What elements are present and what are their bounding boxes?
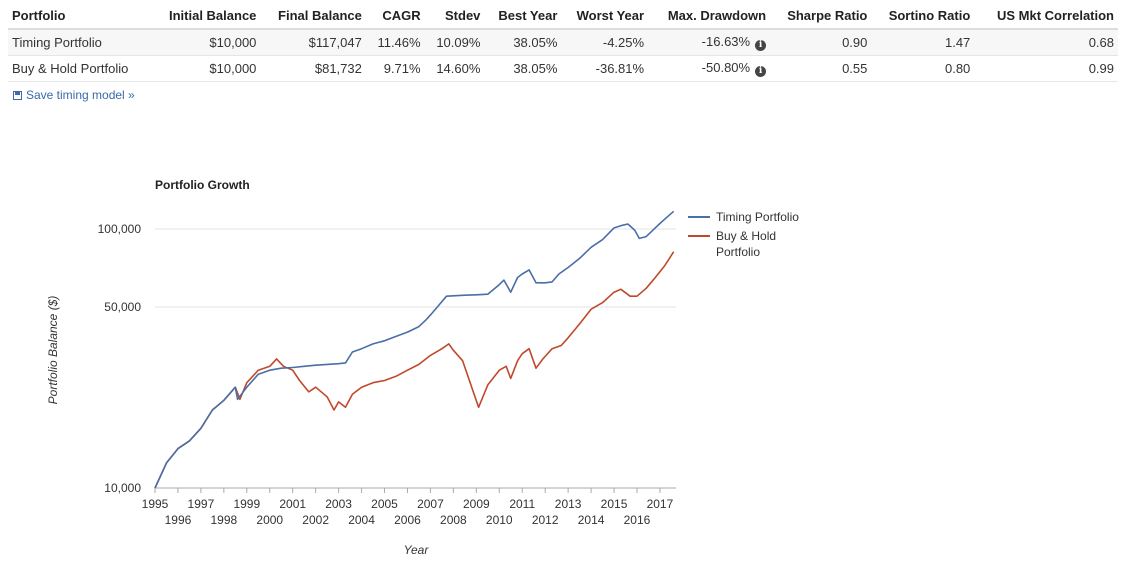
cell-worst: -4.25%	[561, 29, 649, 56]
col-final-balance[interactable]: Final Balance	[260, 4, 366, 30]
x-tick-label: 2013	[555, 497, 582, 511]
col-us-mkt-corr[interactable]: US Mkt Correlation	[974, 4, 1118, 30]
x-tick-label: 1998	[211, 513, 238, 527]
cell-portfolio: Timing Portfolio	[8, 29, 151, 56]
x-tick-label: 2004	[348, 513, 375, 527]
table-header-row: Portfolio Initial Balance Final Balance …	[8, 4, 1118, 30]
series-line	[154, 210, 675, 489]
x-axis-label: Year	[404, 543, 430, 557]
y-axis-label: Portfolio Balance ($)	[46, 296, 60, 405]
x-tick-label: 2006	[394, 513, 421, 527]
cell-drawdown: -50.80% i	[648, 55, 771, 82]
x-tick-label: 2009	[463, 497, 490, 511]
info-icon[interactable]: i	[755, 66, 767, 77]
x-tick-label: 1996	[165, 513, 192, 527]
col-sharpe[interactable]: Sharpe Ratio	[770, 4, 872, 30]
x-tick-label: 1997	[188, 497, 215, 511]
cell-cagr: 9.71%	[365, 55, 425, 82]
col-best-year[interactable]: Best Year	[484, 4, 562, 30]
chart-legend: Timing Portfolio Buy & Hold Portfolio	[688, 210, 799, 259]
col-cagr[interactable]: CAGR	[365, 4, 425, 30]
cell-cagr: 11.46%	[365, 29, 425, 56]
x-tick-label: 1995	[142, 497, 169, 511]
legend-label[interactable]: Buy & Hold Portfolio	[716, 229, 776, 259]
x-tick-label: 2015	[601, 497, 628, 511]
cell-drawdown: -16.63% i	[648, 29, 771, 56]
cell-sortino: 0.80	[871, 55, 975, 82]
save-timing-model-link[interactable]: Save timing model »	[13, 88, 135, 102]
cell-initial: $10,000	[150, 55, 261, 82]
series-line	[154, 251, 675, 489]
cell-initial: $10,000	[150, 29, 261, 56]
y-tick-label: 50,000	[104, 300, 141, 314]
x-tick-label: 2007	[417, 497, 444, 511]
info-icon[interactable]: i	[755, 40, 767, 51]
chart-gridlines	[155, 228, 676, 489]
x-tick-label: 2001	[279, 497, 306, 511]
x-tick-label: 2005	[371, 497, 398, 511]
cell-stdev: 10.09%	[424, 29, 485, 56]
col-initial-balance[interactable]: Initial Balance	[150, 4, 261, 30]
x-tick-label: 1999	[233, 497, 260, 511]
x-tick-label: 2003	[325, 497, 352, 511]
col-sortino[interactable]: Sortino Ratio	[871, 4, 975, 30]
col-portfolio[interactable]: Portfolio	[8, 4, 151, 30]
col-max-drawdown[interactable]: Max. Drawdown	[648, 4, 771, 30]
drawdown-value: -50.80%	[701, 60, 751, 75]
stats-table: Portfolio Initial Balance Final Balance …	[8, 4, 1118, 82]
x-tick-label: 2016	[624, 513, 651, 527]
x-tick-label: 2008	[440, 513, 467, 527]
y-axis-ticks: 10,000 50,000 100,000	[98, 222, 142, 495]
cell-stdev: 14.60%	[424, 55, 485, 82]
drawdown-value: -16.63%	[701, 34, 751, 49]
cell-final: $117,047	[260, 29, 366, 56]
y-tick-label: 100,000	[98, 222, 142, 236]
table-row: Timing Portfolio $10,000 $117,047 11.46%…	[8, 29, 1118, 56]
save-link-label: Save timing model »	[26, 88, 135, 102]
cell-best: 38.05%	[484, 55, 562, 82]
chart-series	[154, 210, 675, 489]
x-tick-label: 2014	[578, 513, 605, 527]
cell-best: 38.05%	[484, 29, 562, 56]
col-stdev[interactable]: Stdev	[424, 4, 485, 30]
floppy-disk-icon	[13, 91, 22, 100]
cell-corr: 0.99	[974, 55, 1118, 82]
x-tick-label: 2017	[647, 497, 674, 511]
chart-title: Portfolio Growth	[155, 178, 250, 192]
x-axis-ticks: 1995 1996 1997 1998 1999 2000 2001 2002 2003 2004…	[142, 488, 674, 527]
x-tick-label: 2011	[509, 497, 535, 511]
table-row: Buy & Hold Portfolio $10,000 $81,732 9.7…	[8, 55, 1118, 82]
cell-final: $81,732	[260, 55, 366, 82]
x-tick-label: 2012	[532, 513, 559, 527]
cell-sortino: 1.47	[871, 29, 975, 56]
col-worst-year[interactable]: Worst Year	[561, 4, 649, 30]
x-tick-label: 2000	[256, 513, 283, 527]
cell-corr: 0.68	[974, 29, 1118, 56]
y-tick-label: 10,000	[104, 481, 141, 495]
legend-label[interactable]: Timing Portfolio	[716, 210, 799, 224]
x-tick-label: 2002	[302, 513, 329, 527]
cell-sharpe: 0.90	[770, 29, 872, 56]
cell-sharpe: 0.55	[770, 55, 872, 82]
cell-worst: -36.81%	[561, 55, 649, 82]
cell-portfolio: Buy & Hold Portfolio	[8, 55, 151, 82]
x-tick-label: 2010	[486, 513, 513, 527]
